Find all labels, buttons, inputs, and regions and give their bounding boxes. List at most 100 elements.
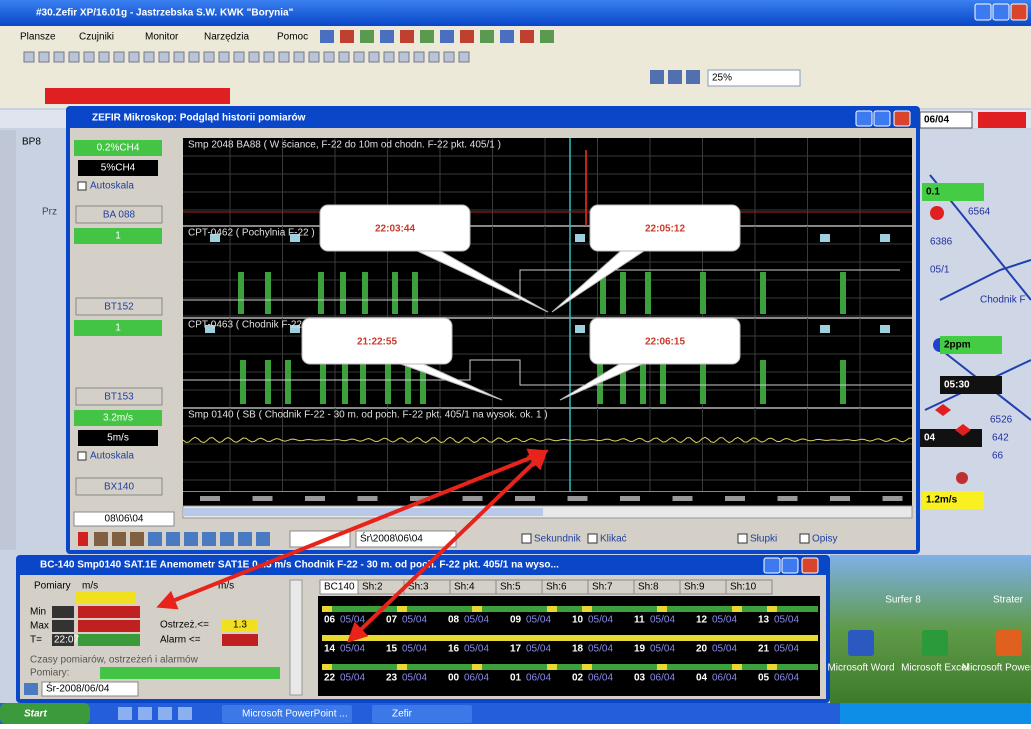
trace-marker — [575, 325, 585, 333]
sensor-button[interactable] — [75, 387, 163, 406]
map-label: 6564 — [968, 207, 991, 218]
menu-item[interactable]: Czujniki — [79, 32, 114, 43]
history-bar — [732, 635, 742, 641]
tab: BP8 — [22, 137, 41, 148]
hour-label: 04 — [696, 673, 708, 684]
checkbox[interactable] — [521, 533, 532, 544]
window-title: ZEFIR Mikroskop: Podgląd historii pomiar… — [92, 113, 306, 124]
start-button[interactable] — [0, 703, 90, 724]
trace-bar — [840, 360, 846, 404]
history-bar — [657, 664, 667, 670]
desktop-icon[interactable] — [848, 630, 874, 656]
sensor-value: 3.2m/s — [103, 413, 133, 424]
toolbar-icon — [166, 532, 180, 546]
toolbar-icon — [293, 51, 305, 63]
cell — [78, 606, 140, 618]
panel-header: CPT-0463 ( Chodnik F-22 ) — [188, 320, 308, 331]
trace-bar — [318, 272, 324, 314]
toolbar-icon — [130, 532, 144, 546]
row-label: Alarm <= — [160, 635, 201, 646]
time-axis-tick — [672, 496, 693, 501]
toolbar-icon — [360, 30, 374, 43]
hour-label: 22 — [324, 673, 336, 684]
desktop-icon[interactable] — [922, 630, 948, 656]
day-label: 05/04 — [588, 644, 613, 655]
toolbar-icon — [68, 51, 80, 63]
time-axis-tick — [305, 496, 325, 501]
side-strip — [0, 130, 16, 550]
menu-item[interactable]: Monitor — [145, 32, 179, 43]
hour-label: 18 — [572, 644, 584, 655]
history-bar — [582, 606, 592, 612]
map-label: 6386 — [930, 237, 953, 248]
time-axis — [183, 492, 912, 506]
annotation-arrow — [347, 449, 548, 643]
sensor-button[interactable] — [75, 297, 163, 316]
menu-item[interactable]: Plansze — [20, 32, 56, 43]
date-tab-label: 06/04 — [924, 115, 949, 126]
toolbar-icon — [23, 51, 35, 63]
checkbox-label: Autoskala — [90, 181, 134, 192]
desktop-icon[interactable] — [996, 630, 1022, 656]
trace-bar — [600, 272, 606, 314]
taskbar-item-label: Microsoft PowerPoint ... — [242, 709, 348, 720]
hour-label: 01 — [510, 673, 522, 684]
toolbar-icon — [398, 51, 410, 63]
hour-label: 11 — [634, 615, 645, 626]
checkbox[interactable] — [587, 533, 598, 544]
history-bar — [547, 606, 557, 612]
map-badge — [920, 429, 982, 447]
sensor-button[interactable] — [75, 205, 163, 224]
toolbar-icon — [320, 30, 334, 43]
system-tray — [840, 703, 1031, 724]
history-bar — [472, 606, 482, 612]
tab[interactable] — [725, 579, 773, 595]
day-label: 06/04 — [650, 673, 675, 684]
day-label: 05/04 — [402, 615, 427, 626]
trace — [182, 436, 913, 444]
checkbox[interactable] — [737, 533, 748, 544]
toolbar-icon — [650, 70, 664, 84]
toolbar-icon — [383, 51, 395, 63]
window-button — [1010, 3, 1028, 21]
toolbar-icon — [158, 51, 170, 63]
checkbox-label: Sekundnik — [534, 534, 582, 545]
sensor-name: BA 088 — [103, 210, 136, 221]
callout — [589, 317, 741, 365]
history-bar — [322, 664, 384, 670]
tab-label: Sh:10 — [730, 582, 757, 593]
toolbar-icon — [148, 532, 162, 546]
hour-label: 00 — [448, 673, 460, 684]
time-axis-tick — [200, 496, 220, 501]
map-badge — [940, 376, 1002, 394]
time-axis-tick — [252, 496, 273, 501]
tab-label: Sh:9 — [684, 582, 705, 593]
trace-bar — [238, 272, 244, 314]
hour-label: 19 — [634, 644, 646, 655]
taskbar-item[interactable] — [222, 705, 352, 723]
cell — [100, 667, 280, 679]
history-bar — [472, 664, 482, 670]
window-button — [781, 557, 799, 574]
toolbar-icon — [520, 30, 534, 43]
checkbox[interactable] — [77, 181, 87, 191]
toolbar-icon — [368, 51, 380, 63]
taskbar-item[interactable] — [372, 705, 472, 723]
trace-bar — [342, 360, 348, 404]
trace-bar — [412, 272, 418, 314]
toolbar-icon — [202, 532, 216, 546]
checkbox[interactable] — [799, 533, 810, 544]
history-bar — [322, 635, 332, 641]
hour-label: 09 — [510, 615, 522, 626]
toolbar-icon — [184, 532, 198, 546]
toolbar-icon — [400, 30, 414, 43]
toolbar-icon — [440, 30, 454, 43]
menu-item[interactable]: Narzędzia — [204, 32, 249, 43]
toolbar-icon — [686, 70, 700, 84]
toolbar-icon — [428, 51, 440, 63]
trace-marker — [880, 325, 890, 333]
trace-bar — [645, 272, 651, 314]
checkbox[interactable] — [77, 451, 87, 461]
hour-label: 13 — [758, 615, 770, 626]
menu-item[interactable]: Pomoc — [277, 32, 308, 43]
